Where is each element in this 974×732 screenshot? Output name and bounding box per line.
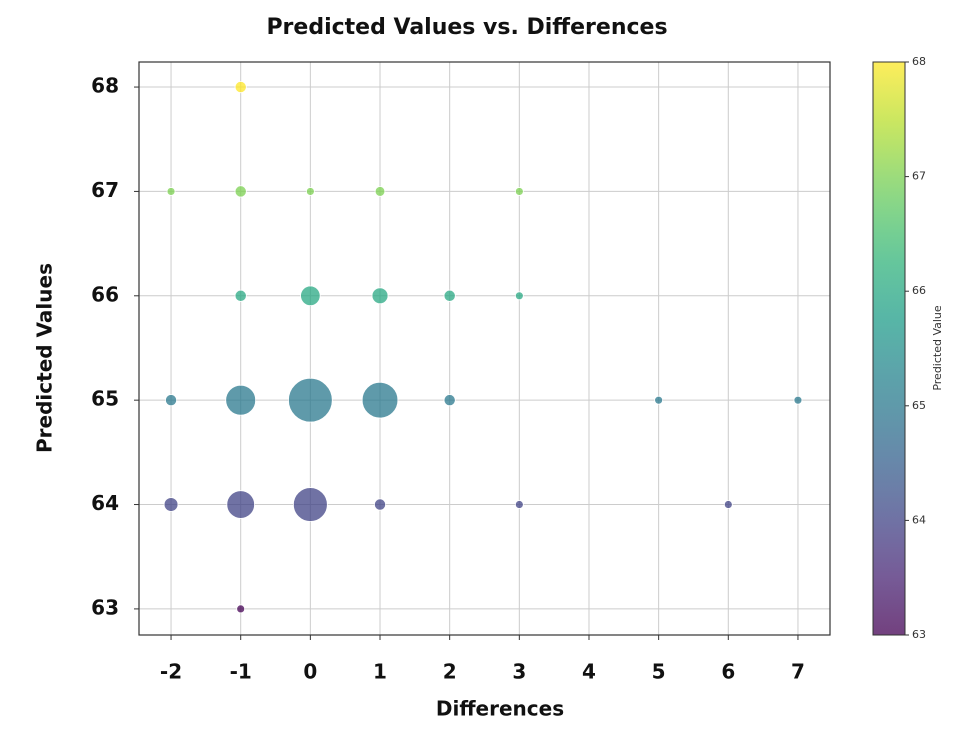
x-tick-label: 3: [512, 660, 526, 684]
colorbar-tick-label: 67: [912, 170, 926, 183]
colorbar-tick-label: 68: [912, 55, 926, 68]
x-tick-label: 0: [303, 660, 317, 684]
y-tick-label: 66: [91, 282, 119, 306]
bubble: [292, 487, 328, 522]
plot-frame: [138, 61, 831, 636]
bubble: [361, 381, 399, 419]
bubble: [514, 500, 524, 509]
bubble: [163, 497, 179, 512]
bubble: [164, 394, 178, 407]
bubble: [288, 377, 333, 423]
bubble: [226, 490, 255, 519]
x-tick-label: 6: [721, 660, 735, 684]
bubble: [166, 187, 176, 196]
x-tick-label: 2: [443, 660, 457, 684]
colorbar-tick-label: 65: [912, 399, 926, 412]
bubble: [514, 187, 524, 196]
y-tick-label: 65: [91, 387, 119, 411]
y-tick-label: 68: [91, 74, 119, 98]
bubble: [300, 285, 321, 306]
bubble: [234, 80, 247, 94]
y-tick-label: 63: [91, 595, 119, 619]
bubble: [305, 187, 315, 196]
x-tick-label: 5: [652, 660, 666, 684]
bubble: [371, 287, 389, 305]
bubble: [443, 289, 456, 302]
colorbar-tick-label: 64: [912, 513, 926, 526]
bubble: [234, 185, 247, 198]
y-tick-label: 64: [91, 491, 119, 515]
x-tick-label: -2: [160, 660, 182, 684]
y-tick-label: 67: [91, 178, 119, 202]
bubble: [723, 500, 733, 509]
x-tick-label: 1: [373, 660, 387, 684]
bubble: [236, 604, 246, 614]
bubble: [374, 186, 386, 197]
bubble: [373, 498, 387, 511]
bubble: [514, 291, 524, 301]
colorbar-label: Predicted Value: [931, 305, 944, 391]
bubble: [234, 289, 247, 302]
colorbar-tick-label: 63: [912, 628, 926, 641]
colorbar-tick-label: 66: [912, 284, 926, 297]
chart-title: Predicted Values vs. Differences: [266, 15, 667, 40]
bubble: [443, 394, 456, 407]
x-tick-label: 7: [791, 660, 805, 684]
y-axis-label: Predicted Values: [33, 263, 57, 453]
bubble: [793, 395, 803, 405]
x-axis-label: Differences: [436, 697, 564, 721]
bubble: [654, 395, 664, 405]
bubble: [225, 384, 257, 416]
x-tick-label: 4: [582, 660, 596, 684]
colorbar: [872, 61, 906, 636]
x-tick-label: -1: [230, 660, 252, 684]
